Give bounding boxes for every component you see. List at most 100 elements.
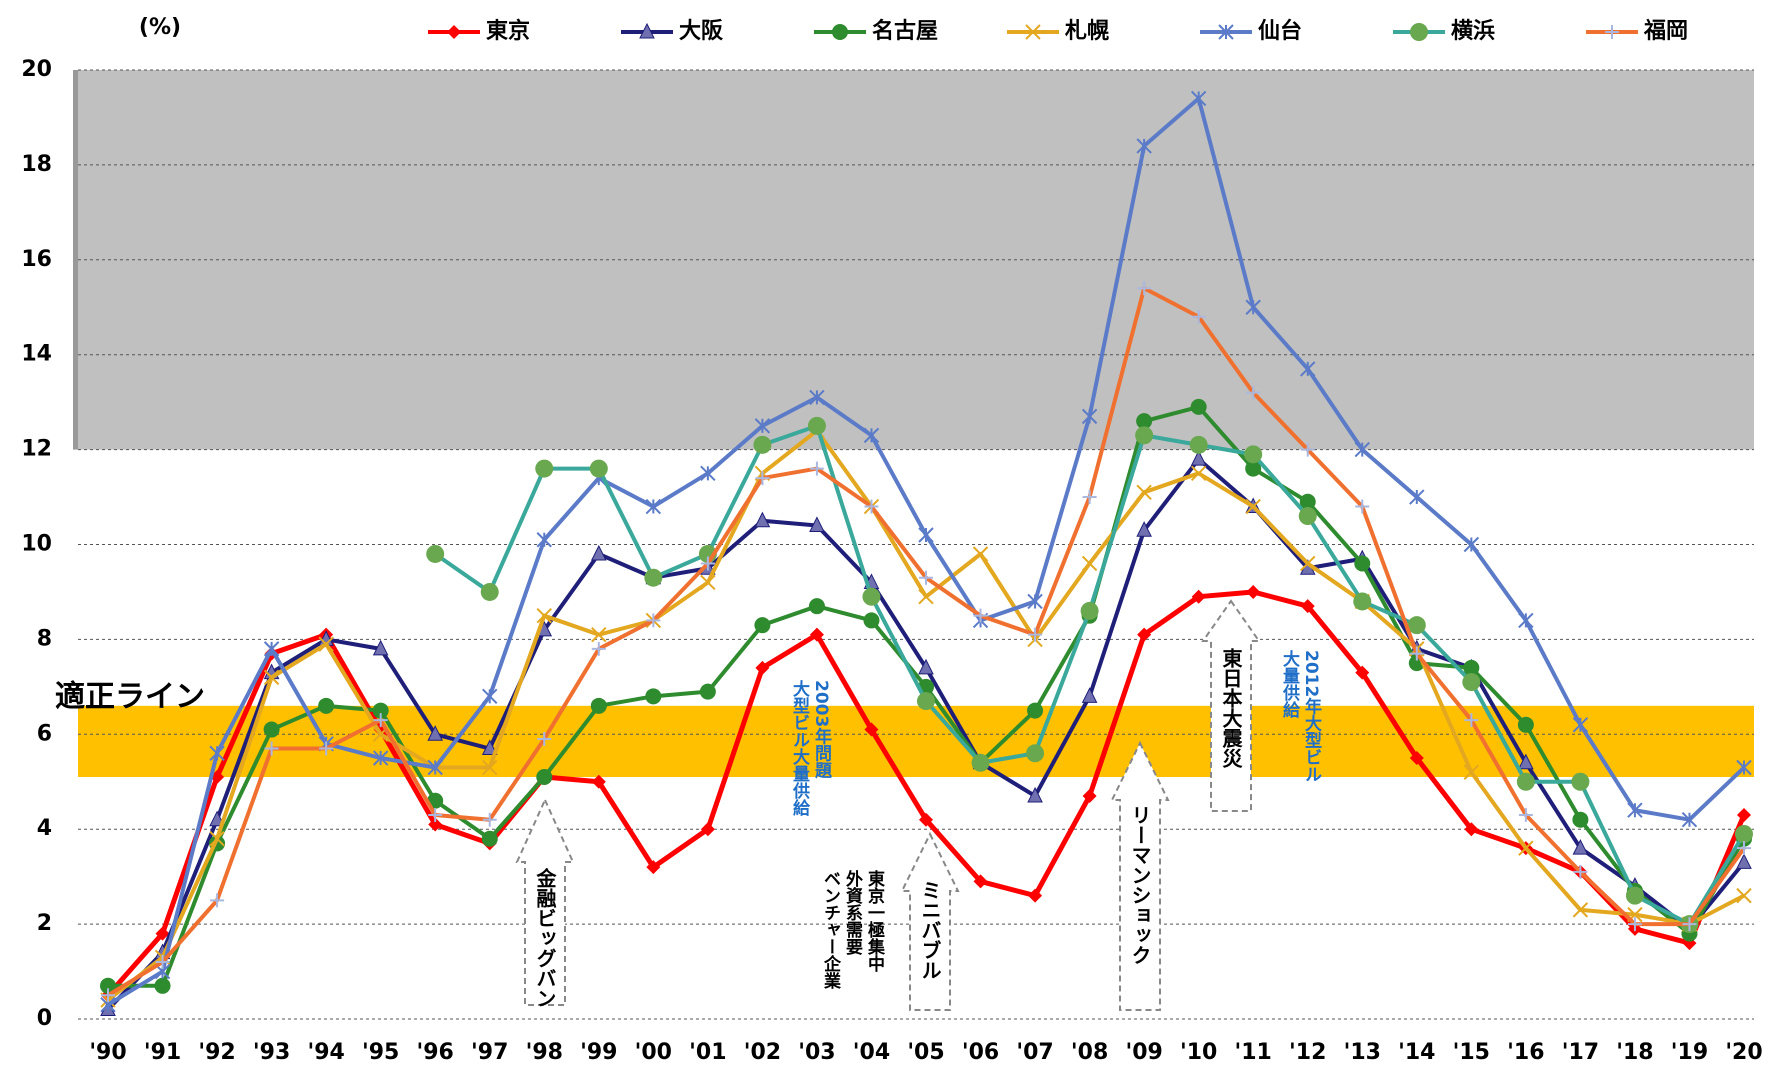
marker [263,669,280,686]
marker [428,817,443,832]
marker [1299,493,1316,510]
axis-bar [73,70,78,450]
marker [536,607,552,624]
marker [809,461,824,476]
marker [832,24,848,40]
marker [480,582,499,601]
marker [1082,490,1097,505]
marker [1735,824,1753,843]
marker [1407,616,1426,635]
marker [1135,426,1154,445]
y-tick-label: 14 [21,342,52,367]
marker [864,499,879,514]
marker [1354,555,1371,572]
annotation-line: 東京一極集中 [864,870,884,972]
marker [1518,807,1533,822]
x-tick-label: '08 [1071,1040,1108,1065]
annotation-line: ミニバブル [918,880,942,980]
marker [1027,593,1043,610]
marker [1191,309,1206,324]
marker [973,608,988,623]
x-tick-label: '06 [962,1040,999,1065]
marker [1571,772,1590,791]
band-label: 適正ライン [55,679,205,714]
marker [700,822,715,837]
marker [1025,24,1041,40]
marker [1518,753,1534,770]
marker [1572,811,1589,828]
marker [1136,484,1152,501]
x-tick-label: '99 [580,1040,617,1065]
marker [646,613,661,628]
x-tick-label: '90 [89,1040,126,1065]
x-tick-label: '97 [471,1040,508,1065]
marker [1572,839,1589,855]
marker [1300,599,1315,614]
marker [1572,717,1589,733]
marker [1190,90,1207,107]
marker [482,812,497,827]
y-tick-label: 4 [37,816,52,841]
marker [427,725,444,741]
x-tick-label: '93 [253,1040,290,1065]
legend-label: 札幌 [1064,19,1109,44]
x-tick-label: '00 [635,1040,672,1065]
marker [263,721,280,738]
x-tick-label: '07 [1016,1040,1053,1065]
marker [1462,673,1481,692]
legend-label: 東京 [486,18,530,44]
marker [427,759,443,776]
marker [209,745,225,761]
marker [700,556,715,571]
x-tick-label: '20 [1725,1040,1762,1065]
marker [1300,442,1315,457]
x-tick-label: '19 [1671,1040,1708,1065]
x-tick-label: '09 [1125,1040,1162,1065]
marker [917,692,935,711]
marker [209,830,225,847]
y-tick-label: 8 [37,626,52,651]
marker [809,389,825,406]
marker [1137,627,1152,642]
x-tick-label: '94 [307,1040,344,1065]
marker [918,658,934,675]
marker [863,612,880,629]
annotation-arrow [1110,740,1170,1011]
marker [155,955,170,970]
annotation: 東日本大震災 [1219,648,1243,768]
marker [318,636,334,652]
x-tick-label: '02 [744,1040,781,1065]
marker [372,750,389,766]
marker [1298,507,1317,526]
marker [1464,713,1479,728]
marker [1463,764,1480,780]
x-tick-label: '03 [798,1040,835,1065]
marker [1081,555,1098,572]
annotation: 東京一極集中 外資系需要 ベンチャー企業 [819,870,885,989]
marker [700,465,716,482]
marker [1136,521,1152,537]
marker [1218,24,1234,40]
annotation-arrow [515,797,575,1006]
annotation-line: 2003年問題 [811,680,831,779]
x-tick-label: '18 [1616,1040,1653,1065]
marker [971,753,990,772]
marker [645,688,662,705]
marker [101,988,115,1003]
x-tick-label: '15 [1453,1040,1490,1065]
x-tick-label: '95 [362,1040,399,1065]
marker [809,516,825,533]
marker [1189,435,1208,454]
marker [535,459,554,478]
annotation: 金融ビッグバン [533,868,557,1008]
legend-label: 名古屋 [872,18,938,44]
x-tick-label: '92 [198,1040,235,1065]
x-tick-label: '10 [1180,1040,1217,1065]
series [426,416,1753,934]
marker [699,683,716,700]
marker [1409,751,1424,766]
marker [1245,498,1261,515]
marker [426,544,445,563]
x-tick-label: '05 [907,1040,944,1065]
marker [644,568,663,587]
